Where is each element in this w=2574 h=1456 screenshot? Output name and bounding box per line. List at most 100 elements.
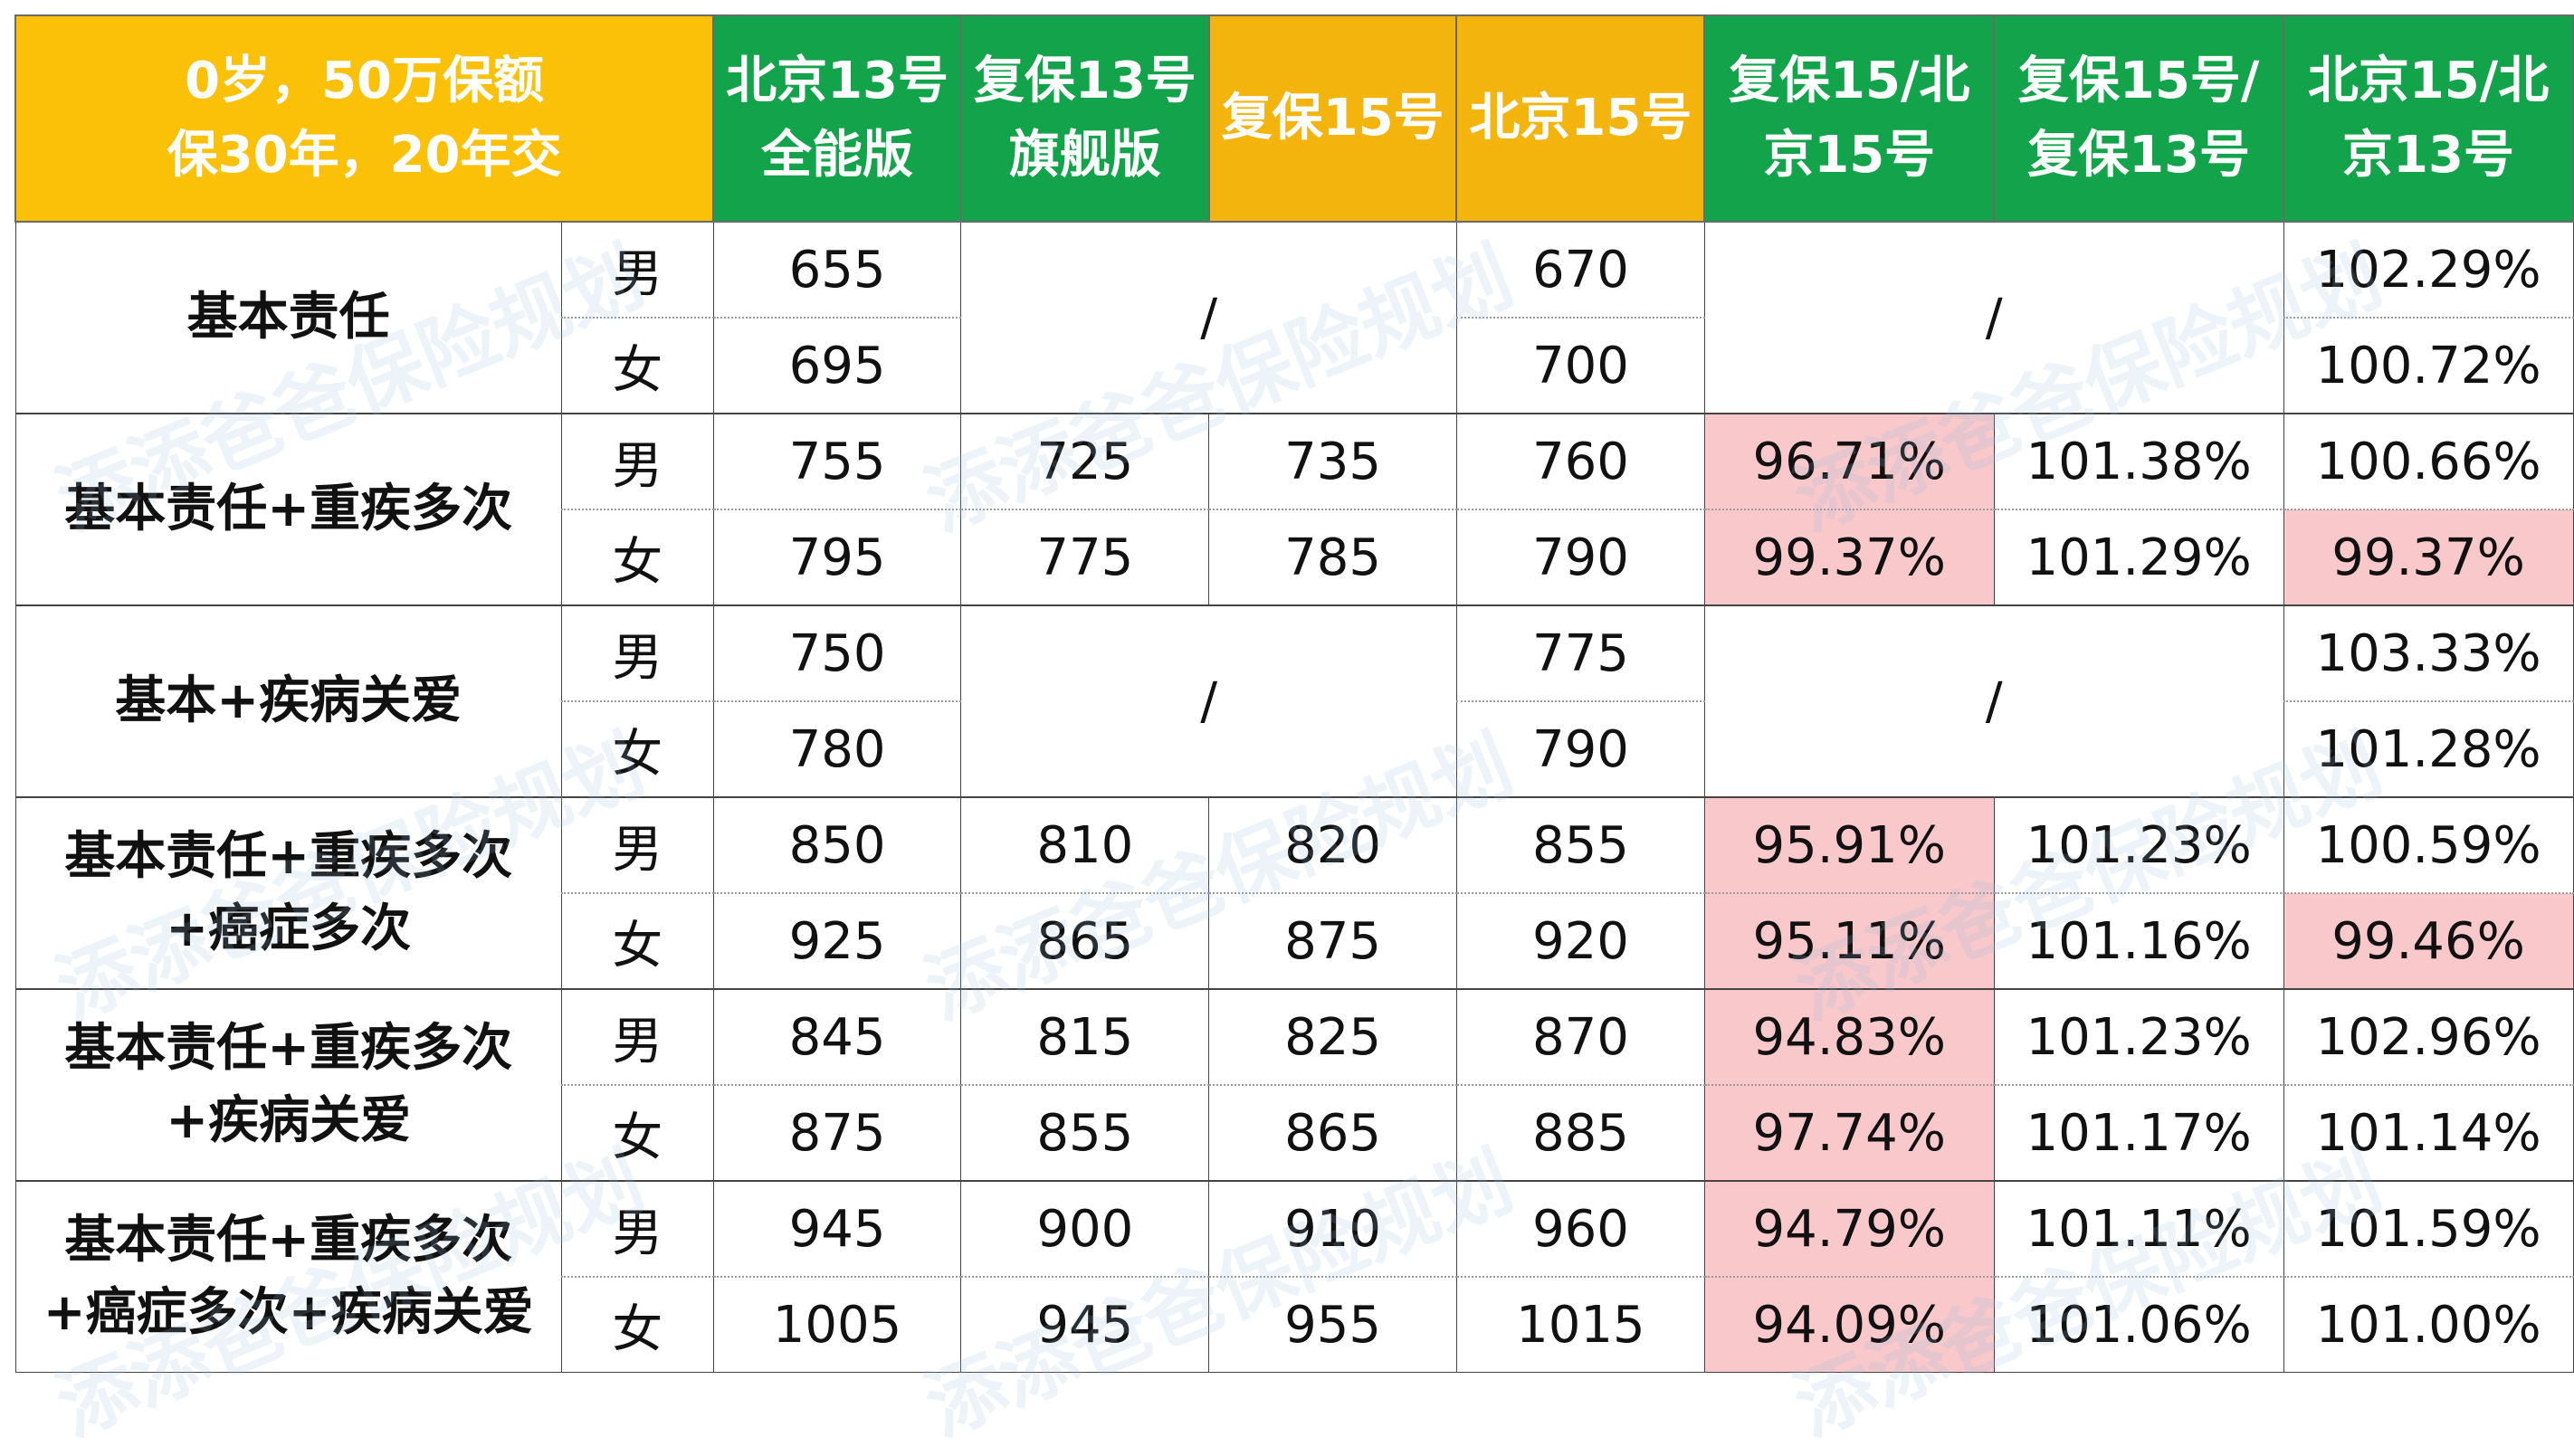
gender-cell: 女 (560, 1084, 714, 1182)
not-applicable-cell: / (1703, 221, 2284, 414)
value-cell: 735 (1208, 413, 1457, 510)
value-cell: 775 (960, 509, 1210, 606)
ratio-cell: 101.11% (1993, 1180, 2284, 1278)
premium-comparison-table: 0岁，50万保额 保30年，20年交 北京13号 全能版 复保13号 旗舰版 复… (14, 14, 2574, 1373)
value-cell: 775 (1455, 604, 1705, 702)
ratio-cell: 101.23% (1993, 988, 2284, 1086)
value-cell: 780 (712, 700, 962, 798)
ratio-cell: 101.00% (2283, 1276, 2574, 1373)
value-cell: 1015 (1455, 1276, 1705, 1373)
ratio-cell-highlight: 95.11% (1703, 892, 1995, 990)
value-cell: 760 (1455, 413, 1705, 510)
value-cell: 875 (712, 1084, 962, 1182)
ratio-cell-highlight: 99.37% (2283, 509, 2574, 606)
ratio-cell-highlight: 96.71% (1703, 413, 1995, 510)
value-cell: 865 (960, 892, 1210, 990)
table-row: 基本责任+重疾多次 +疾病关爱 男 845 815 825 870 94.83%… (14, 988, 2574, 1182)
ratio-cell: 101.38% (1993, 413, 2284, 510)
comparison-table-wrapper: 0岁，50万保额 保30年，20年交 北京13号 全能版 复保13号 旗舰版 复… (14, 14, 2574, 1373)
value-cell: 1005 (712, 1276, 962, 1373)
header-corner-line1: 0岁，50万保额 (185, 52, 545, 110)
ratio-cell: 101.06% (1993, 1276, 2284, 1373)
header-col-fubao15: 复保15号 (1207, 14, 1458, 223)
table-header: 0岁，50万保额 保30年，20年交 北京13号 全能版 复保13号 旗舰版 复… (14, 14, 2574, 223)
value-cell: 865 (1208, 1084, 1457, 1182)
value-cell: 900 (960, 1180, 1210, 1278)
ratio-cell-highlight: 99.46% (2283, 892, 2574, 990)
value-cell: 870 (1455, 988, 1705, 1086)
header-corner-line2: 保30年，20年交 (167, 126, 562, 185)
ratio-cell: 100.59% (2283, 796, 2574, 894)
value-cell: 855 (1455, 796, 1705, 894)
value-cell: 945 (712, 1180, 962, 1278)
table-body: 基本责任 男 655 / 670 / 102.29% 女 695 700 100… (14, 221, 2574, 1373)
ratio-cell: 102.29% (2283, 221, 2574, 319)
value-cell: 810 (960, 796, 1210, 894)
ratio-cell: 100.72% (2283, 317, 2574, 414)
gender-cell: 男 (560, 1180, 714, 1278)
not-applicable-cell: / (960, 221, 1457, 414)
value-cell: 795 (712, 509, 962, 606)
table-row: 女 1005 945 955 1015 94.09% 101.06% 101.0… (15, 1276, 2574, 1373)
value-cell: 920 (1455, 892, 1705, 990)
group-label: 基本+疾病关爱 (14, 604, 562, 798)
gender-cell: 女 (560, 317, 714, 414)
table-row: 女 925 865 875 920 95.11% 101.16% 99.46% (15, 892, 2574, 990)
value-cell: 910 (1208, 1180, 1457, 1278)
group-label: 基本责任 (14, 221, 562, 414)
value-cell: 655 (712, 221, 962, 319)
table-row: 基本责任+重疾多次 男 755 725 735 760 96.71% 101.3… (14, 413, 2574, 606)
ratio-cell: 101.59% (2283, 1180, 2574, 1278)
table-row: 基本+疾病关爱 男 750 / 775 / 103.33% (14, 604, 2574, 798)
group-label: 基本责任+重疾多次 +癌症多次+疾病关爱 (14, 1180, 562, 1373)
ratio-cell: 100.66% (2283, 413, 2574, 510)
ratio-cell-highlight: 94.83% (1703, 988, 1995, 1086)
ratio-cell: 101.17% (1993, 1084, 2284, 1182)
ratio-cell: 103.33% (2283, 604, 2574, 702)
table-row: 女 795 775 785 790 99.37% 101.29% 99.37% (15, 509, 2574, 606)
ratio-cell: 101.28% (2283, 700, 2574, 798)
gender-cell: 女 (560, 700, 714, 798)
group-label: 基本责任+重疾多次 +疾病关爱 (14, 988, 562, 1182)
value-cell: 825 (1208, 988, 1457, 1086)
value-cell: 755 (712, 413, 962, 510)
header-corner-cell: 0岁，50万保额 保30年，20年交 (14, 14, 715, 223)
gender-cell: 男 (560, 604, 714, 702)
ratio-cell: 102.96% (2283, 988, 2574, 1086)
ratio-cell-highlight: 95.91% (1703, 796, 1995, 894)
value-cell: 925 (712, 892, 962, 990)
value-cell: 955 (1208, 1276, 1457, 1373)
value-cell: 790 (1455, 509, 1705, 606)
not-applicable-cell: / (1703, 604, 2284, 798)
table-row: 基本责任+重疾多次 +癌症多次 男 850 810 820 855 95.91%… (14, 796, 2574, 990)
header-col-beijing13: 北京13号 全能版 (712, 14, 962, 223)
value-cell: 845 (712, 988, 962, 1086)
table-row: 基本责任+重疾多次 +癌症多次+疾病关爱 男 945 900 910 960 9… (14, 1180, 2574, 1373)
value-cell: 790 (1455, 700, 1705, 798)
value-cell: 815 (960, 988, 1210, 1086)
value-cell: 875 (1208, 892, 1457, 990)
value-cell: 695 (712, 317, 962, 414)
ratio-cell-highlight: 99.37% (1703, 509, 1995, 606)
table-row: 女 780 790 101.28% (15, 700, 2574, 798)
ratio-cell-highlight: 94.09% (1703, 1276, 1995, 1373)
table-row: 基本责任 男 655 / 670 / 102.29% (14, 221, 2574, 414)
value-cell: 960 (1455, 1180, 1705, 1278)
gender-cell: 男 (560, 988, 714, 1086)
header-col-ratio-fb15-bj15: 复保15/北 京15号 (1703, 14, 1996, 223)
gender-cell: 女 (560, 509, 714, 606)
value-cell: 945 (960, 1276, 1210, 1373)
gender-cell: 男 (560, 221, 714, 319)
ratio-cell: 101.16% (1993, 892, 2284, 990)
header-col-fubao13: 复保13号 旗舰版 (959, 14, 1210, 223)
value-cell: 885 (1455, 1084, 1705, 1182)
gender-cell: 男 (560, 413, 714, 510)
header-col-ratio-bj15-bj13: 北京15/北 京13号 (2283, 14, 2574, 223)
value-cell: 700 (1455, 317, 1705, 414)
value-cell: 750 (712, 604, 962, 702)
value-cell: 725 (960, 413, 1210, 510)
gender-cell: 男 (560, 796, 714, 894)
ratio-cell: 101.14% (2283, 1084, 2574, 1182)
value-cell: 850 (712, 796, 962, 894)
ratio-cell: 101.29% (1993, 509, 2284, 606)
